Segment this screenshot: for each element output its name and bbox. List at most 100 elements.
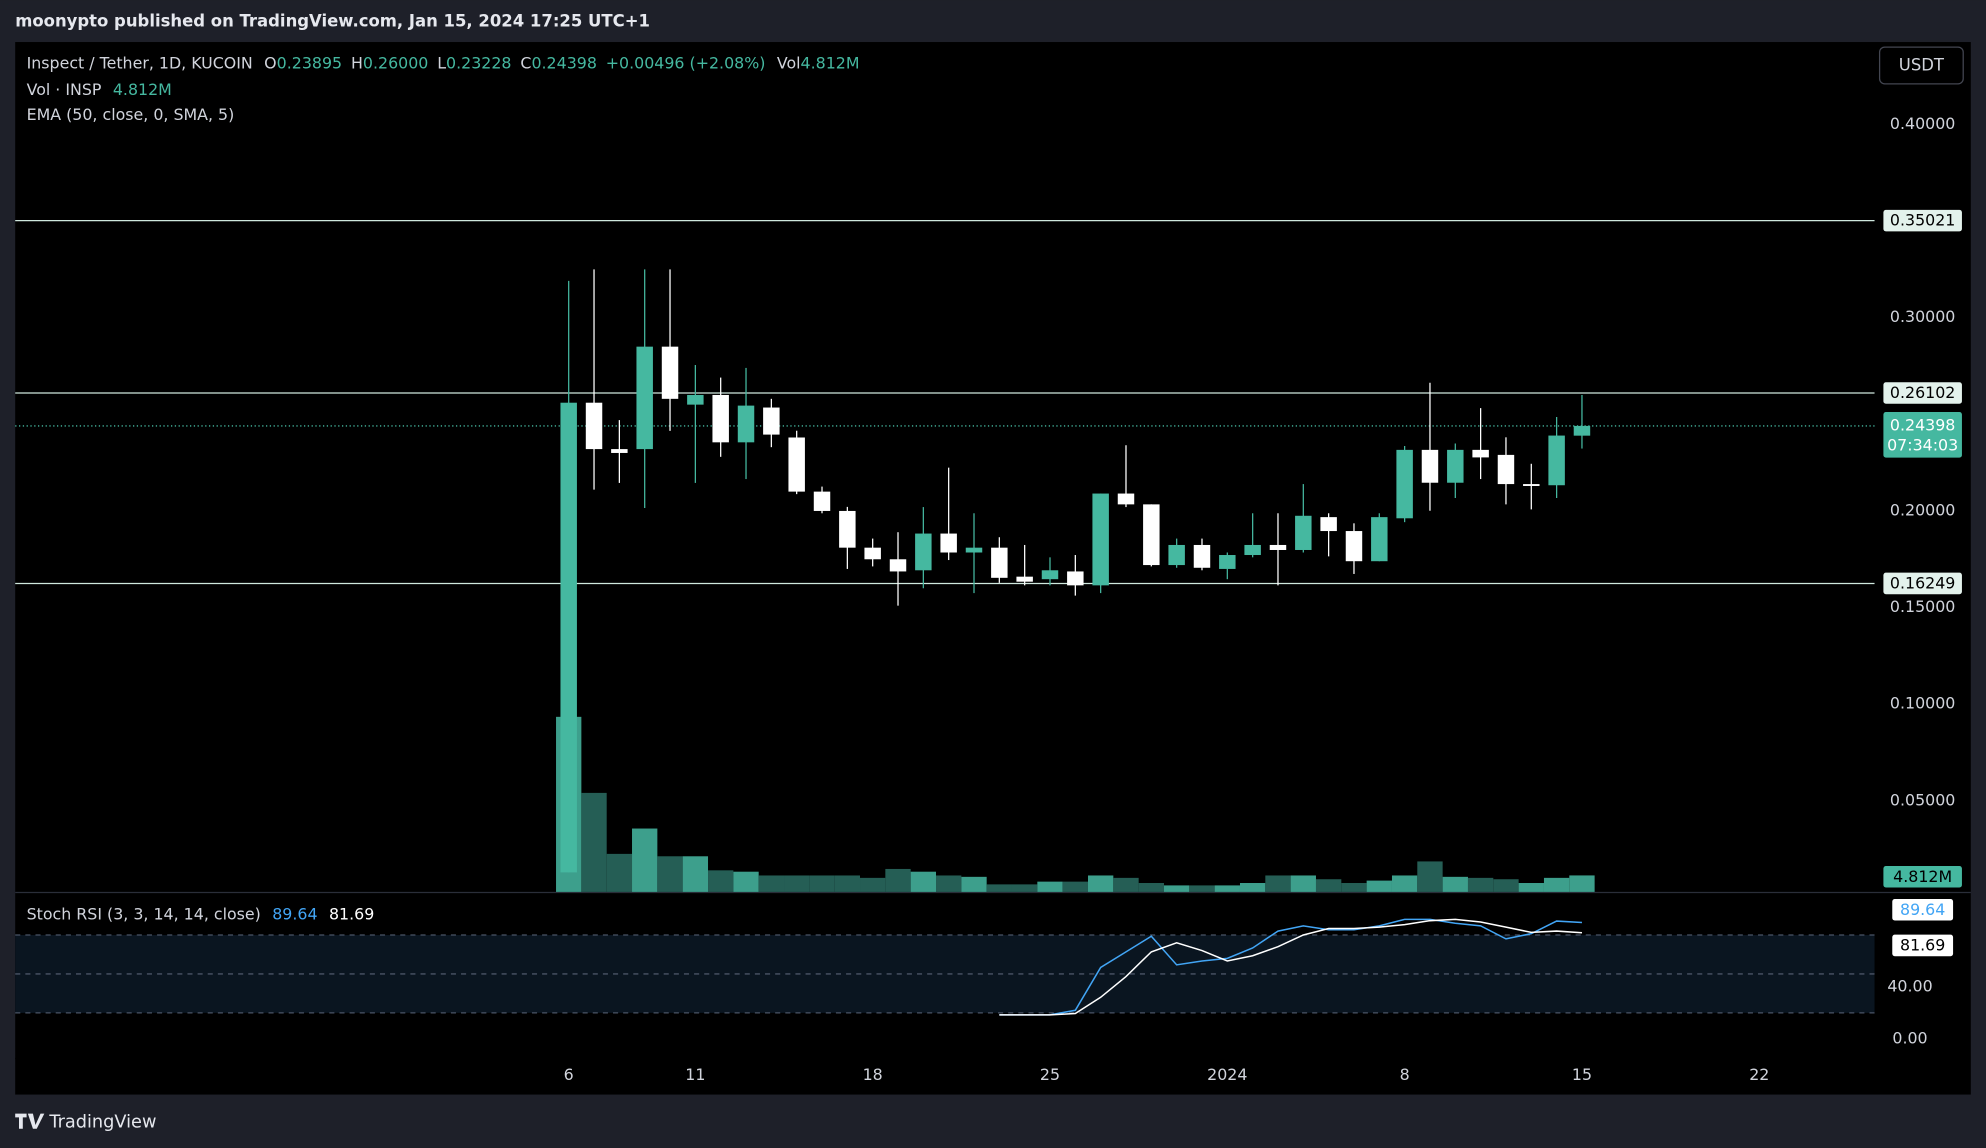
legend-ohlc-label: H — [351, 53, 363, 72]
volume-bar — [1442, 876, 1468, 892]
currency-button[interactable]: USDT — [1878, 46, 1964, 85]
volume-bar — [606, 853, 633, 892]
volume-bar — [581, 792, 607, 892]
legend-main: Inspect / Tether, 1D, KUCOIN O0.23895 H0.2… — [27, 53, 860, 72]
legend-ohlc-value: 0.24398 — [531, 53, 596, 72]
x-tick-label: 22 — [1749, 1065, 1769, 1084]
candle-body — [1067, 571, 1084, 586]
candle-body — [763, 407, 780, 435]
candle-body — [661, 346, 679, 399]
candle-body — [1117, 493, 1135, 505]
legend-volume-value: 4.812M — [113, 80, 172, 99]
last-price-tag-box — [1883, 412, 1962, 458]
candle-body — [991, 547, 1008, 578]
currency-button-label[interactable]: USDT — [1899, 56, 1945, 75]
candle-body — [1193, 544, 1211, 568]
stoch-line — [999, 918, 1583, 1016]
hline-tag-box — [1883, 382, 1962, 404]
x-tick-label: 15 — [1572, 1065, 1592, 1084]
currency-button-box[interactable] — [1878, 46, 1964, 85]
candle-body — [1472, 449, 1489, 458]
brand-name: TradingView — [48, 1112, 156, 1132]
volume-bar — [936, 875, 962, 892]
volume-bar — [986, 884, 1012, 892]
candle-body — [611, 449, 628, 453]
x-tick-label: 2024 — [1207, 1065, 1247, 1084]
stoch-tick-label: 40.00 — [1887, 976, 1932, 995]
volume-bar — [1163, 885, 1190, 892]
legend-stoch-title: Stoch RSI (3, 3, 14, 14, close) — [27, 904, 261, 923]
legend-symbol: Inspect / Tether, 1D, KUCOIN — [27, 53, 253, 72]
volume-bar — [885, 868, 911, 892]
volume-bar — [1214, 885, 1240, 892]
stoch-tag-box — [1892, 899, 1954, 921]
volume-bar — [1138, 883, 1164, 892]
x-tick-label: 6 — [564, 1065, 574, 1084]
candle-body — [1320, 517, 1337, 532]
legend-ohlc-value: 0.23895 — [277, 53, 342, 72]
legend-ohlc-value: 0.26000 — [363, 53, 428, 72]
y-tick-label: 0.15000 — [1890, 597, 1955, 616]
volume-bar — [1087, 875, 1114, 892]
candle-body — [1371, 517, 1388, 562]
candle-body — [1244, 544, 1261, 556]
legend-ohlc-value: 0.23228 — [446, 53, 511, 72]
candle-body — [788, 437, 805, 492]
stoch-tag: 81.69 — [1900, 936, 1945, 955]
stoch-line — [999, 918, 1583, 1016]
volume-bar — [1315, 879, 1342, 892]
candle-body — [1041, 570, 1059, 580]
legend-volume: Vol · INSP 4.812M — [27, 80, 172, 99]
hline-tag-box — [1883, 209, 1962, 232]
volume-bar — [632, 828, 658, 892]
volume-bar — [1518, 883, 1544, 892]
candle-body — [1548, 435, 1565, 486]
stoch-tag-box — [1892, 934, 1954, 957]
volume-bar — [733, 871, 759, 892]
candle-body — [1295, 515, 1312, 550]
y-tick-label: 0.30000 — [1890, 307, 1955, 326]
candle-body — [965, 547, 983, 553]
volume-bar — [657, 856, 683, 892]
legend-ema: EMA (50, close, 0, SMA, 5) — [27, 105, 235, 124]
x-tick-label: 11 — [685, 1065, 705, 1084]
candle-body — [839, 510, 856, 548]
volume-bar — [682, 856, 709, 892]
countdown: 07:34:03 — [1887, 436, 1958, 455]
candle-body — [1269, 544, 1287, 550]
hline-tag: 0.35021 — [1890, 211, 1955, 230]
x-tick-label: 25 — [1040, 1065, 1060, 1084]
volume-bar — [758, 875, 785, 892]
volume-bar — [1062, 881, 1088, 892]
candle-body — [1447, 449, 1464, 483]
legend-stoch: Stoch RSI (3, 3, 14, 14, close) 89.64 81.6… — [27, 904, 375, 923]
volume-bar — [1341, 883, 1367, 892]
candle-body — [813, 491, 831, 511]
hline-tag: 0.26102 — [1890, 383, 1955, 402]
volume-bar — [1391, 875, 1418, 892]
candle-body — [1168, 544, 1185, 566]
candle-body — [1523, 484, 1540, 486]
candle-body — [1421, 449, 1439, 483]
last-price-tag: 0.24398 — [1890, 415, 1955, 434]
candle-body — [712, 394, 729, 443]
candle-body — [1219, 555, 1236, 569]
candle-body — [737, 405, 755, 443]
volume-bar — [1011, 884, 1038, 892]
volume-bar — [1189, 885, 1215, 892]
candle-body — [687, 394, 704, 405]
candle-body — [636, 346, 653, 450]
candle-body — [940, 533, 957, 553]
volume-bar — [834, 875, 861, 892]
volume-bar — [1543, 877, 1570, 892]
y-tick-label: 0.40000 — [1890, 114, 1955, 133]
brand-logo — [15, 1113, 45, 1129]
candle-body — [889, 559, 907, 572]
volume-bar — [784, 875, 810, 892]
published-line: moonypto published on TradingView.com, J… — [15, 11, 650, 30]
volume-bar — [910, 871, 937, 892]
volume-bar — [1569, 875, 1595, 892]
candle-body — [915, 533, 932, 571]
